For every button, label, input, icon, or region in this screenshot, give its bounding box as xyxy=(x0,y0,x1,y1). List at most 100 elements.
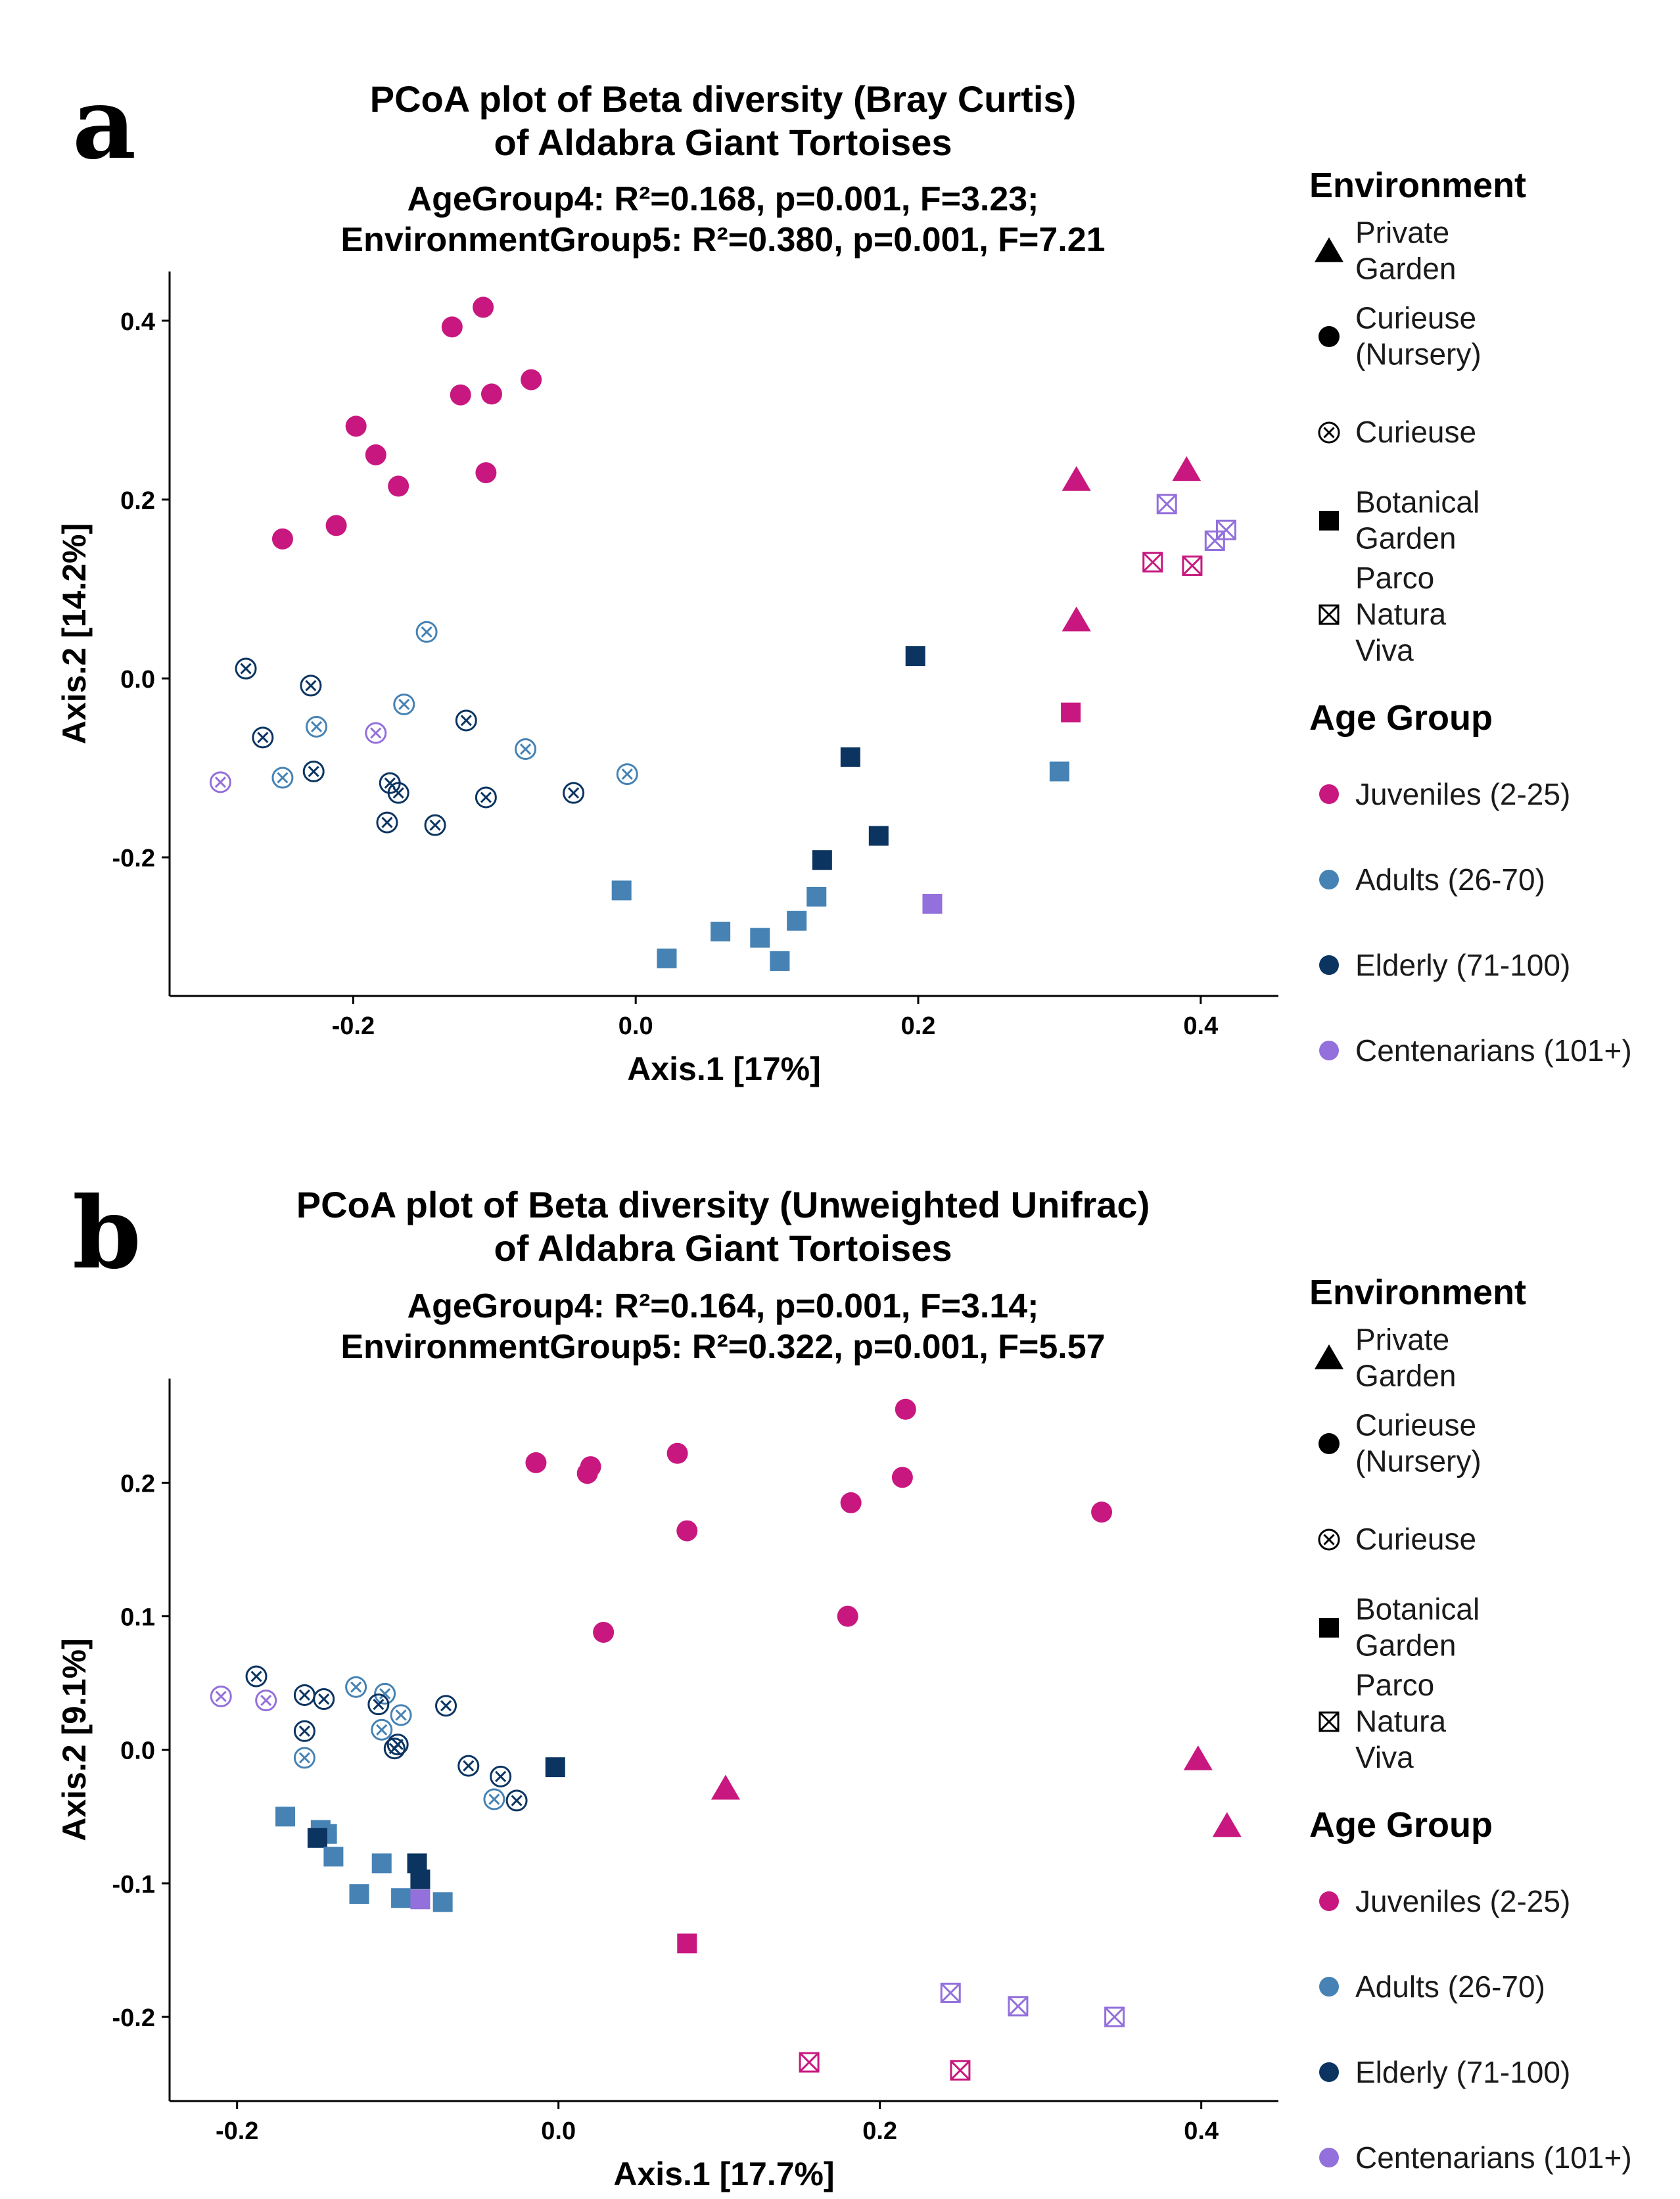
marker-shape xyxy=(475,462,497,484)
x-tick-label: 0.4 xyxy=(1184,2117,1219,2145)
data-point xyxy=(922,893,943,914)
marker-cross xyxy=(621,768,633,780)
data-point xyxy=(391,1888,411,1908)
marker-cross xyxy=(941,1983,961,2003)
legend-label: Adults (26-70) xyxy=(1355,1970,1545,2004)
y-axis-title: Axis.2 [9.1%] xyxy=(56,1638,93,1841)
marker-shape xyxy=(410,1869,431,1889)
data-point xyxy=(345,415,367,437)
marker-shape xyxy=(306,715,328,738)
chart-subtitle-line: EnvironmentGroup5: R²=0.322, p=0.001, F=… xyxy=(340,1328,1105,1366)
chart-title-line: PCoA plot of Beta diversity (Bray Curtis… xyxy=(370,78,1077,120)
data-point xyxy=(415,621,438,643)
data-point xyxy=(383,1738,406,1760)
data-point xyxy=(1142,552,1163,573)
marker-shape xyxy=(293,1747,315,1769)
marker-cross xyxy=(214,776,226,788)
data-point xyxy=(293,1720,315,1742)
data-point xyxy=(1049,761,1069,782)
legend-item-age-C: Centenarians (101+) xyxy=(1319,2140,1632,2175)
data-point xyxy=(895,1398,916,1420)
data-point xyxy=(435,1695,457,1717)
y-tick-label: 0.2 xyxy=(120,1470,155,1498)
marker-cross xyxy=(376,1724,388,1736)
data-point xyxy=(252,726,274,749)
legend-key xyxy=(1318,1433,1340,1454)
marker-shape xyxy=(349,1884,369,1904)
marker-shape xyxy=(1172,456,1202,481)
marker-shape xyxy=(1318,421,1340,444)
data-point xyxy=(806,886,827,907)
data-point xyxy=(666,1442,688,1464)
marker-cross xyxy=(480,792,492,803)
marker-cross xyxy=(260,1695,272,1707)
marker-shape xyxy=(388,475,409,497)
marker-shape xyxy=(840,1492,862,1513)
marker-shape xyxy=(490,1765,512,1787)
legend-title-age: Age Group xyxy=(1309,1805,1493,1845)
marker-cross xyxy=(381,816,393,828)
data-point xyxy=(271,767,294,789)
data-point xyxy=(868,826,889,846)
marker-shape xyxy=(1183,1745,1213,1770)
data-point xyxy=(306,715,328,738)
data-point xyxy=(293,1747,315,1769)
data-points xyxy=(210,1398,1242,2081)
chart-subtitle-line: AgeGroup4: R²=0.164, p=0.001, F=3.14; xyxy=(408,1287,1039,1325)
marker-cross xyxy=(308,765,319,778)
marker-cross xyxy=(298,1725,310,1737)
marker-shape xyxy=(424,814,446,836)
marker-shape xyxy=(1314,237,1344,262)
marker-shape xyxy=(390,1704,412,1726)
marker-shape xyxy=(611,880,632,901)
data-point xyxy=(387,782,409,804)
data-point xyxy=(563,782,585,804)
data-point xyxy=(376,811,398,834)
legend-label: Curieuse xyxy=(1355,415,1476,449)
marker-cross xyxy=(1318,604,1340,625)
legend-key xyxy=(1318,1528,1340,1551)
data-point xyxy=(374,1682,396,1705)
marker-shape xyxy=(450,384,471,406)
legend-key xyxy=(1319,1977,1339,1997)
marker-shape xyxy=(770,951,790,971)
x-tick-label: -0.2 xyxy=(332,1012,375,1040)
legend-key xyxy=(1318,604,1340,625)
marker-cross xyxy=(1323,1534,1335,1546)
marker-shape xyxy=(345,415,367,437)
marker-shape xyxy=(711,922,731,942)
data-point xyxy=(812,850,832,870)
data-point xyxy=(677,1933,697,1954)
legend-label: Viva xyxy=(1355,1740,1414,1774)
marker-shape xyxy=(1318,1528,1340,1551)
marker-cross xyxy=(373,1699,385,1711)
y-axis-title: Axis.2 [14.2%] xyxy=(56,523,93,744)
data-point xyxy=(432,1892,453,1912)
marker-shape xyxy=(415,621,438,643)
legend-key xyxy=(1318,1711,1340,1732)
data-point xyxy=(475,462,497,484)
chart-subtitle-line: EnvironmentGroup5: R²=0.380, p=0.001, F=… xyxy=(340,221,1105,259)
marker-cross xyxy=(257,732,269,744)
data-point xyxy=(676,1520,698,1542)
marker-cross xyxy=(298,1689,310,1701)
y-tick-label: 0.0 xyxy=(120,1738,155,1765)
data-point xyxy=(455,709,477,732)
data-point xyxy=(365,722,387,744)
chart-title-line: of Aldabra Giant Tortoises xyxy=(494,122,952,163)
data-point xyxy=(209,771,231,793)
marker-shape xyxy=(812,850,832,870)
marker-shape xyxy=(505,1789,528,1812)
legend-label: Curieuse xyxy=(1355,301,1476,335)
panel-label: b xyxy=(72,1175,141,1291)
marker-shape xyxy=(657,948,677,968)
marker-shape xyxy=(750,928,770,948)
marker-shape xyxy=(1091,1501,1113,1523)
marker-shape xyxy=(799,2052,820,2073)
data-point xyxy=(1182,556,1203,577)
data-point xyxy=(515,738,537,761)
data-point xyxy=(450,384,471,406)
legend-label: Parco xyxy=(1355,1668,1434,1702)
